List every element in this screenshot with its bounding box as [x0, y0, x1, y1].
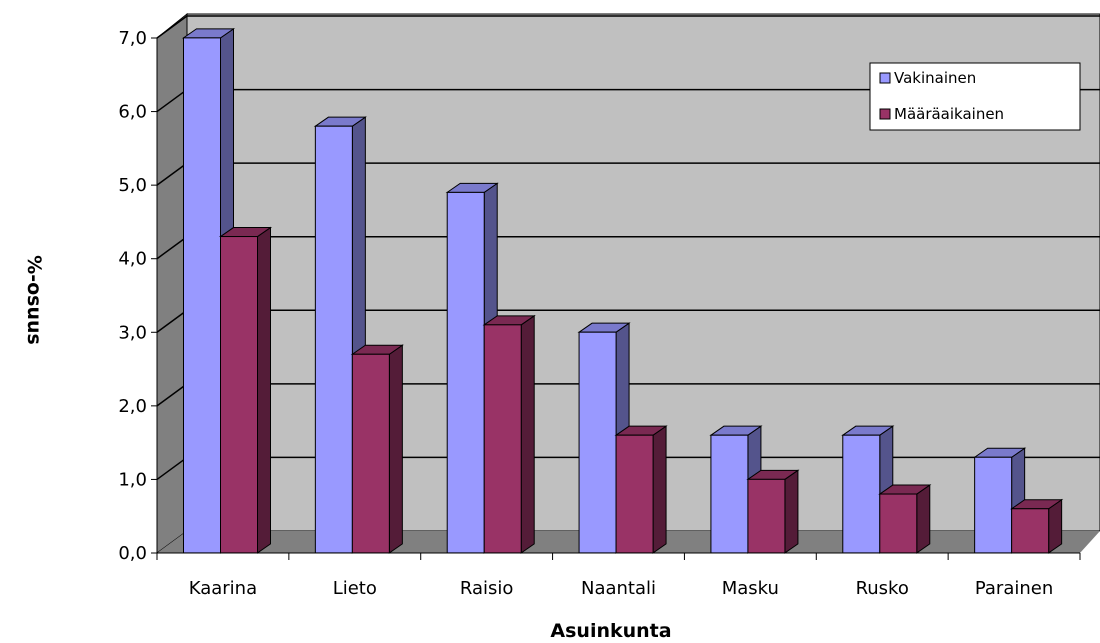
gridline-side: [156, 236, 188, 260]
x-tick-label-naantali: Naantali: [581, 578, 656, 599]
y-tick-label: 2,0: [118, 396, 147, 417]
y-tick-label: 7,0: [118, 28, 147, 49]
bar-määräaikainen-kaarina: [218, 226, 273, 554]
y-tick-label: 6,0: [118, 102, 147, 123]
bar-määräaikainen-rusko: [878, 484, 932, 554]
gridline-side: [156, 456, 188, 481]
gridline-side: [156, 383, 188, 407]
x-axis-title: Asuinkunta: [550, 620, 671, 642]
x-tick-label-raisio: Raisio: [460, 578, 514, 599]
legend-label-vakinainen: Vakinainen: [894, 69, 976, 87]
x-tick-label-kaarina: Kaarina: [189, 578, 257, 599]
legend-swatch-vakinainen: [879, 72, 891, 84]
gridline-side: [156, 309, 188, 333]
x-tick-label-masku: Masku: [722, 578, 779, 599]
y-tick-label: 3,0: [118, 322, 147, 343]
gridline-side: [156, 15, 188, 39]
gridline-side: [156, 88, 188, 113]
y-axis-title: %-osuus: [23, 255, 45, 345]
legend-swatch-maaraaikainen: [879, 108, 891, 120]
y-tick-label: 4,0: [118, 249, 147, 270]
x-tick-label-parainen: Parainen: [975, 578, 1053, 599]
bar-määräaikainen-raisio: [482, 314, 536, 554]
legend-label-maaraaikainen: Määräaikainen: [894, 105, 1004, 123]
x-tick-labels: Kaarina Lieto Raisio Naantali Masku Rusko Para…: [189, 578, 1054, 599]
legend-box: [869, 62, 1081, 131]
bar-määräaikainen-masku: [746, 469, 800, 554]
gridline-side: [156, 162, 188, 186]
bars: [181, 27, 1064, 554]
y-tick-label: 0,0: [118, 543, 147, 564]
side-wall: [156, 12, 188, 554]
axes: [151, 37, 1081, 560]
x-tick-label-rusko: Rusko: [856, 578, 909, 599]
legend: Vakinainen Määräaikainen: [869, 62, 1081, 131]
bar-määräaikainen-lieto: [350, 344, 404, 554]
x-tick-label-lieto: Lieto: [333, 578, 377, 599]
bar-määräaikainen-naantali: [614, 425, 668, 554]
y-tick-label: 1,0: [118, 469, 147, 490]
y-tick-labels: 0,0 1,0 2,0 3,0 4,0 5,0 6,0 7,0: [118, 28, 147, 564]
y-tick-label: 5,0: [118, 175, 147, 196]
bar-määräaikainen-parainen: [1010, 498, 1064, 554]
